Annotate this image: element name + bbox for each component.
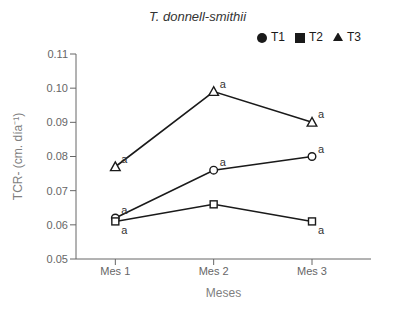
svg-text:a: a [318, 108, 325, 120]
svg-text:TCR- (cm. día⁻¹): TCR- (cm. día⁻¹) [11, 113, 25, 200]
html-text:T3: T3 [347, 30, 361, 44]
svg-text:Mes 1: Mes 1 [100, 265, 130, 277]
svg-text:0.05: 0.05 [47, 253, 68, 265]
svg-text:a: a [318, 224, 325, 236]
html-text:T. donnell-smithii: T. donnell-smithii [149, 9, 246, 24]
svg-text:Meses: Meses [206, 286, 241, 300]
svg-text:0.07: 0.07 [47, 185, 68, 197]
svg-text:0.08: 0.08 [47, 150, 68, 162]
svg-text:Mes 3: Mes 3 [297, 265, 327, 277]
svg-text:a: a [121, 224, 128, 236]
svg-text:0.11: 0.11 [47, 48, 68, 60]
svg-text:a: a [121, 204, 128, 216]
html-text:T1: T1 [271, 30, 285, 44]
html-text:T2: T2 [309, 30, 323, 44]
svg-text:0.10: 0.10 [47, 82, 68, 94]
svg-text:Mes 2: Mes 2 [199, 265, 229, 277]
svg-text:0.06: 0.06 [47, 219, 68, 231]
svg-text:a: a [220, 156, 227, 168]
svg-text:a: a [121, 153, 128, 165]
svg-text:a: a [220, 78, 227, 90]
svg-text:a: a [318, 143, 325, 155]
svg-text:0.09: 0.09 [47, 116, 68, 128]
